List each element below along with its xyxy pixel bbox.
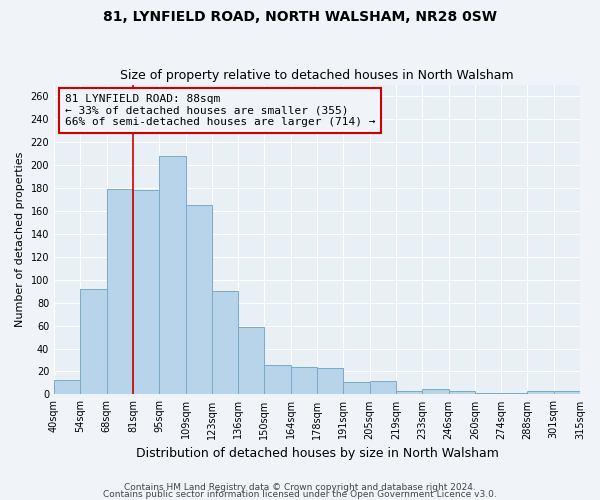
Bar bbox=[527, 391, 554, 394]
Bar bbox=[54, 380, 80, 394]
Text: Contains public sector information licensed under the Open Government Licence v3: Contains public sector information licen… bbox=[103, 490, 497, 499]
Text: Contains HM Land Registry data © Crown copyright and database right 2024.: Contains HM Land Registry data © Crown c… bbox=[124, 484, 476, 492]
Bar bbox=[291, 367, 317, 394]
Text: 81, LYNFIELD ROAD, NORTH WALSHAM, NR28 0SW: 81, LYNFIELD ROAD, NORTH WALSHAM, NR28 0… bbox=[103, 10, 497, 24]
X-axis label: Distribution of detached houses by size in North Walsham: Distribution of detached houses by size … bbox=[136, 447, 499, 460]
Text: 81 LYNFIELD ROAD: 88sqm
← 33% of detached houses are smaller (355)
66% of semi-d: 81 LYNFIELD ROAD: 88sqm ← 33% of detache… bbox=[65, 94, 375, 127]
Bar bbox=[185, 205, 212, 394]
Bar bbox=[396, 391, 422, 394]
Bar bbox=[343, 382, 370, 394]
Bar bbox=[317, 368, 343, 394]
Bar bbox=[554, 391, 580, 394]
Bar bbox=[422, 388, 449, 394]
Bar bbox=[238, 326, 265, 394]
Y-axis label: Number of detached properties: Number of detached properties bbox=[15, 152, 25, 327]
Bar bbox=[449, 391, 475, 394]
Bar bbox=[212, 291, 238, 395]
Bar bbox=[80, 289, 107, 395]
Bar bbox=[265, 364, 291, 394]
Bar bbox=[370, 380, 396, 394]
Title: Size of property relative to detached houses in North Walsham: Size of property relative to detached ho… bbox=[120, 69, 514, 82]
Bar bbox=[133, 190, 159, 394]
Bar bbox=[159, 156, 185, 394]
Bar bbox=[107, 189, 133, 394]
